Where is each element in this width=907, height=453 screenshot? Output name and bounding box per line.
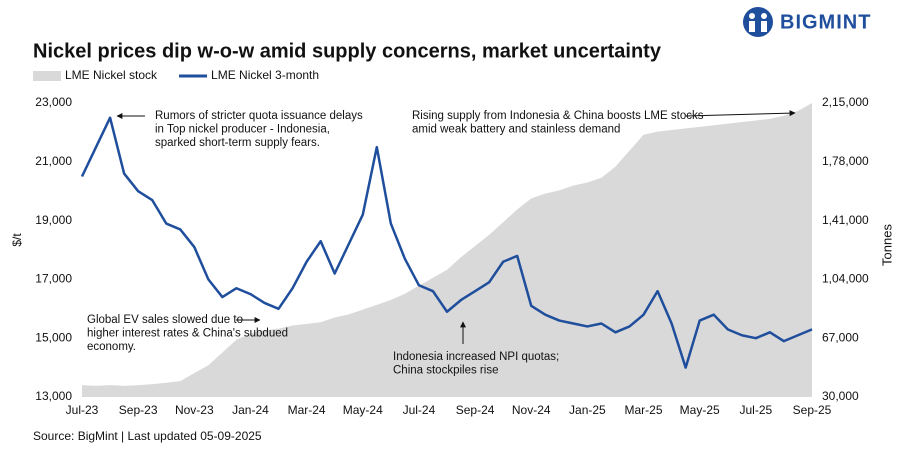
annotation: Rising supply from Indonesia & China boo… <box>412 110 704 122</box>
annotation: amid weak battery and stainless demand <box>412 124 620 136</box>
x-tick-label: Sep-25 <box>793 403 832 417</box>
y2-axis-label: Tonnes <box>879 224 894 266</box>
y-tick-label: 17,000 <box>35 272 72 286</box>
legend-label: LME Nickel stock <box>65 68 158 82</box>
y2-tick-label: 1,04,000 <box>822 272 869 286</box>
legend-swatch <box>33 71 61 81</box>
y2-tick-label: 2,15,000 <box>822 95 869 109</box>
annotation: China stockpiles rise <box>393 365 498 377</box>
y-tick-label: 23,000 <box>35 95 72 109</box>
chart-title: Nickel prices dip w-o-w amid supply conc… <box>33 40 662 62</box>
x-tick-label: May-24 <box>343 403 383 417</box>
price-line <box>80 116 813 369</box>
annotation: Indonesia increased NPI quotas; <box>393 351 559 363</box>
annotation-arrow <box>685 110 796 117</box>
y-tick-label: 13,000 <box>35 389 72 403</box>
logo: BIGMINT <box>743 7 871 37</box>
y2-tick-label: 1,41,000 <box>822 213 869 227</box>
y2-tick-label: 67,000 <box>822 330 859 344</box>
x-tick-label: Jul-25 <box>740 403 773 417</box>
x-tick-label: Jan-25 <box>569 403 606 417</box>
x-tick-label: Sep-24 <box>456 403 495 417</box>
x-tick-label: Jul-23 <box>66 403 99 417</box>
y-axis-label: $/t <box>10 233 24 247</box>
y2-tick-label: 1,78,000 <box>822 154 869 168</box>
y-tick-label: 21,000 <box>35 154 72 168</box>
source: Source: BigMint | Last updated 05-09-202… <box>33 429 262 443</box>
annotation: Rumors of stricter quota issuance delays <box>155 110 363 122</box>
annotation: higher interest rates & China's subdued <box>87 328 288 340</box>
x-tick-label: Jan-24 <box>232 403 269 417</box>
annotation: sparked short-term supply fears. <box>155 137 320 149</box>
x-tick-label: Mar-24 <box>288 403 326 417</box>
x-tick-label: Nov-24 <box>512 403 551 417</box>
x-tick-label: Jul-24 <box>403 403 436 417</box>
legend-label: LME Nickel 3-month <box>211 68 319 82</box>
x-tick-label: Nov-23 <box>175 403 214 417</box>
plot <box>80 103 813 397</box>
annotation: economy. <box>87 341 136 353</box>
annotation: in Top nickel producer - Indonesia, <box>155 124 330 136</box>
brand: BIGMINT <box>780 11 871 33</box>
annotation: Global EV sales slowed due to <box>87 314 243 326</box>
y-tick-label: 19,000 <box>35 213 72 227</box>
y2-tick-label: 30,000 <box>822 389 859 403</box>
stock-area <box>82 103 812 397</box>
y-tick-label: 15,000 <box>35 330 72 344</box>
x-tick-label: Sep-23 <box>119 403 158 417</box>
x-tick-label: May-25 <box>680 403 720 417</box>
x-tick-label: Mar-25 <box>625 403 663 417</box>
